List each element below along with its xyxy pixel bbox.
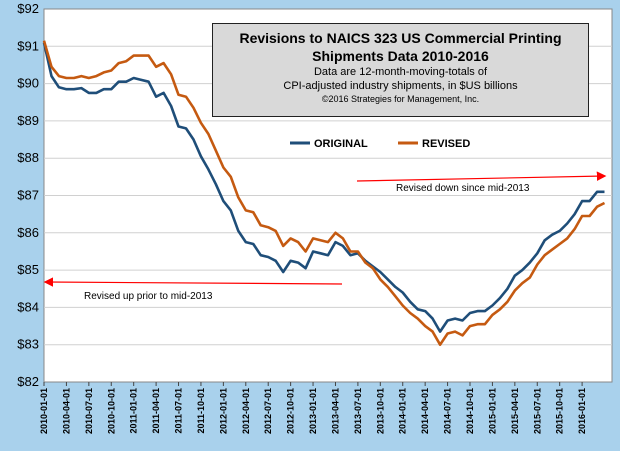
x-tick-label: 2015-01-01 xyxy=(487,388,497,434)
chart-credit: ©2016 Strategies for Management, Inc. xyxy=(321,94,480,104)
x-tick-label: 2012-07-01 xyxy=(263,388,273,434)
legend: ORIGINAL REVISED xyxy=(290,138,470,150)
x-tick-label: 2010-04-01 xyxy=(61,388,71,434)
chart-title-line-1: Revisions to NAICS 323 US Commercial Pri… xyxy=(239,30,562,46)
x-tick-label: 2010-07-01 xyxy=(84,388,94,434)
x-tick-label: 2011-04-01 xyxy=(151,388,161,434)
x-tick-label: 2010-10-01 xyxy=(106,388,116,434)
legend-label: ORIGINAL xyxy=(314,138,368,150)
x-tick-label: 2013-07-01 xyxy=(353,388,363,434)
x-tick-label: 2010-01-01 xyxy=(39,388,49,434)
x-tick-label: 2015-04-01 xyxy=(510,388,520,434)
y-tick-label: $88 xyxy=(17,150,39,165)
x-tick-label: 2012-04-01 xyxy=(241,388,251,434)
y-tick-label: $92 xyxy=(17,1,39,16)
y-tick-label: $83 xyxy=(17,337,39,352)
legend-label: REVISED xyxy=(422,138,470,150)
x-tick-label: 2015-07-01 xyxy=(532,388,542,434)
x-tick-label: 2015-10-01 xyxy=(555,388,565,434)
annotation-revised-up: Revised up prior to mid-2013 xyxy=(84,291,213,302)
series-line-original xyxy=(42,42,605,333)
x-tick-label: 2013-10-01 xyxy=(375,388,385,434)
annotation-revised-down: Revised down since mid-2013 xyxy=(396,183,530,194)
y-tick-label: $90 xyxy=(17,76,39,91)
chart-title-line-2: Shipments Data 2010-2016 xyxy=(312,48,489,64)
x-tick-label: 2012-01-01 xyxy=(218,388,228,434)
series-lines xyxy=(42,40,606,347)
y-tick-label: $85 xyxy=(17,262,39,277)
x-tick-label: 2013-01-01 xyxy=(308,388,318,434)
x-tick-label: 2013-04-01 xyxy=(330,388,340,434)
arrow-right xyxy=(356,171,607,182)
x-tick-label: 2011-10-01 xyxy=(196,388,206,434)
x-axis-ticks: 2010-01-01 2010-04-01 2010-07-01 2010-10-01… xyxy=(39,382,587,434)
y-tick-label: $87 xyxy=(17,188,39,203)
x-tick-label: 2014-01-01 xyxy=(398,388,408,434)
x-tick-label: 2016-01-01 xyxy=(577,388,587,434)
x-tick-label: 2012-10-01 xyxy=(286,388,296,434)
title-box: Revisions to NAICS 323 US Commercial Pri… xyxy=(212,23,589,117)
x-tick-label: 2011-01-01 xyxy=(129,388,139,434)
y-tick-label: $84 xyxy=(17,299,39,314)
annotations: Revised down since mid-2013 Revised up pr… xyxy=(43,171,607,302)
x-tick-label: 2014-10-01 xyxy=(465,388,475,434)
series-line-revised xyxy=(42,40,606,347)
chart-subtitle-line-2: CPI-adjusted industry shipments, in $US … xyxy=(283,80,518,92)
x-tick-label: 2011-07-01 xyxy=(174,388,184,434)
y-tick-label: $89 xyxy=(17,113,39,128)
arrow-left xyxy=(43,277,343,287)
y-tick-label: $86 xyxy=(17,225,39,240)
x-tick-label: 2014-07-01 xyxy=(443,388,453,434)
y-tick-label: $82 xyxy=(17,374,39,389)
y-tick-label: $91 xyxy=(17,38,39,53)
x-tick-label: 2014-04-01 xyxy=(420,388,430,434)
y-axis-ticks: $82 $83 $84 $85 $86 $87 $88 $89 $90 $91 $92 xyxy=(17,1,39,389)
chart-subtitle-line-1: Data are 12-month-moving-totals of xyxy=(313,66,488,78)
